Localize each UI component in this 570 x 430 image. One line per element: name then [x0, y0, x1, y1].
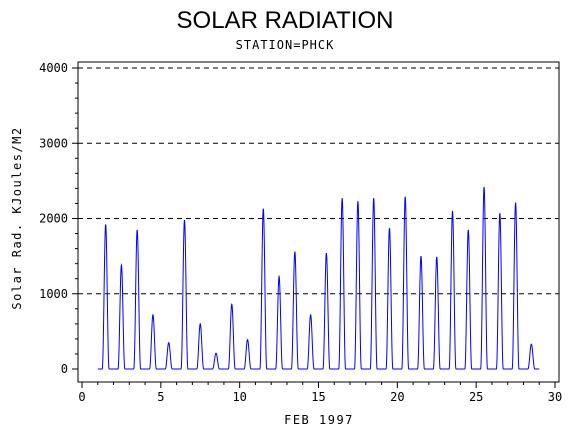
x-tick-label: 20 — [390, 390, 404, 404]
x-tick-label: 30 — [548, 390, 562, 404]
y-tick-label: 3000 — [39, 136, 68, 150]
y-tick-label: 1000 — [39, 287, 68, 301]
y-tick-label: 4000 — [39, 61, 68, 75]
gridlines — [78, 67, 559, 295]
axis-ticks: 0 1000 2000 3000 4000 0 5 10 15 20 25 30 — [39, 61, 562, 404]
x-tick-label: 25 — [469, 390, 483, 404]
x-axis-label: FEB 1997 — [284, 413, 354, 427]
y-axis-label: Solar Rad. KJoules/M2 — [10, 126, 24, 309]
chart-subtitle: STATION=PHCK — [236, 38, 335, 52]
data-series — [97, 186, 540, 370]
x-tick-label: 0 — [78, 390, 85, 404]
x-tick-label: 15 — [311, 390, 325, 404]
solar-radiation-line — [97, 186, 540, 370]
chart-title: SOLAR RADIATION — [177, 7, 394, 34]
y-tick-label: 2000 — [39, 212, 68, 226]
x-tick-label: 5 — [157, 390, 164, 404]
y-tick-label: 0 — [61, 362, 68, 376]
x-tick-label: 10 — [232, 390, 246, 404]
